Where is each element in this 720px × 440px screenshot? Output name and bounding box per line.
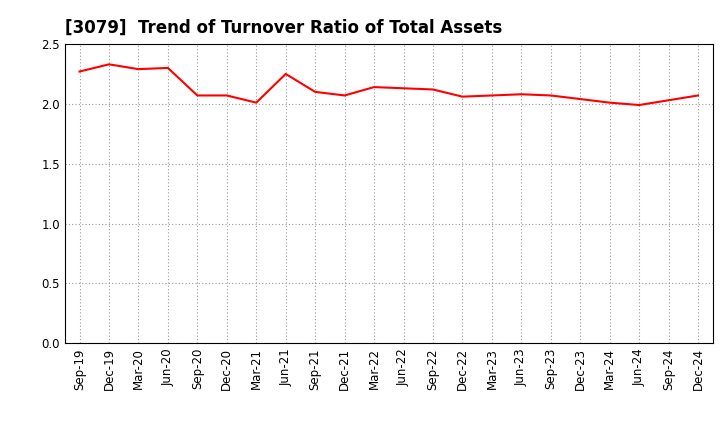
Text: [3079]  Trend of Turnover Ratio of Total Assets: [3079] Trend of Turnover Ratio of Total … (65, 19, 502, 37)
